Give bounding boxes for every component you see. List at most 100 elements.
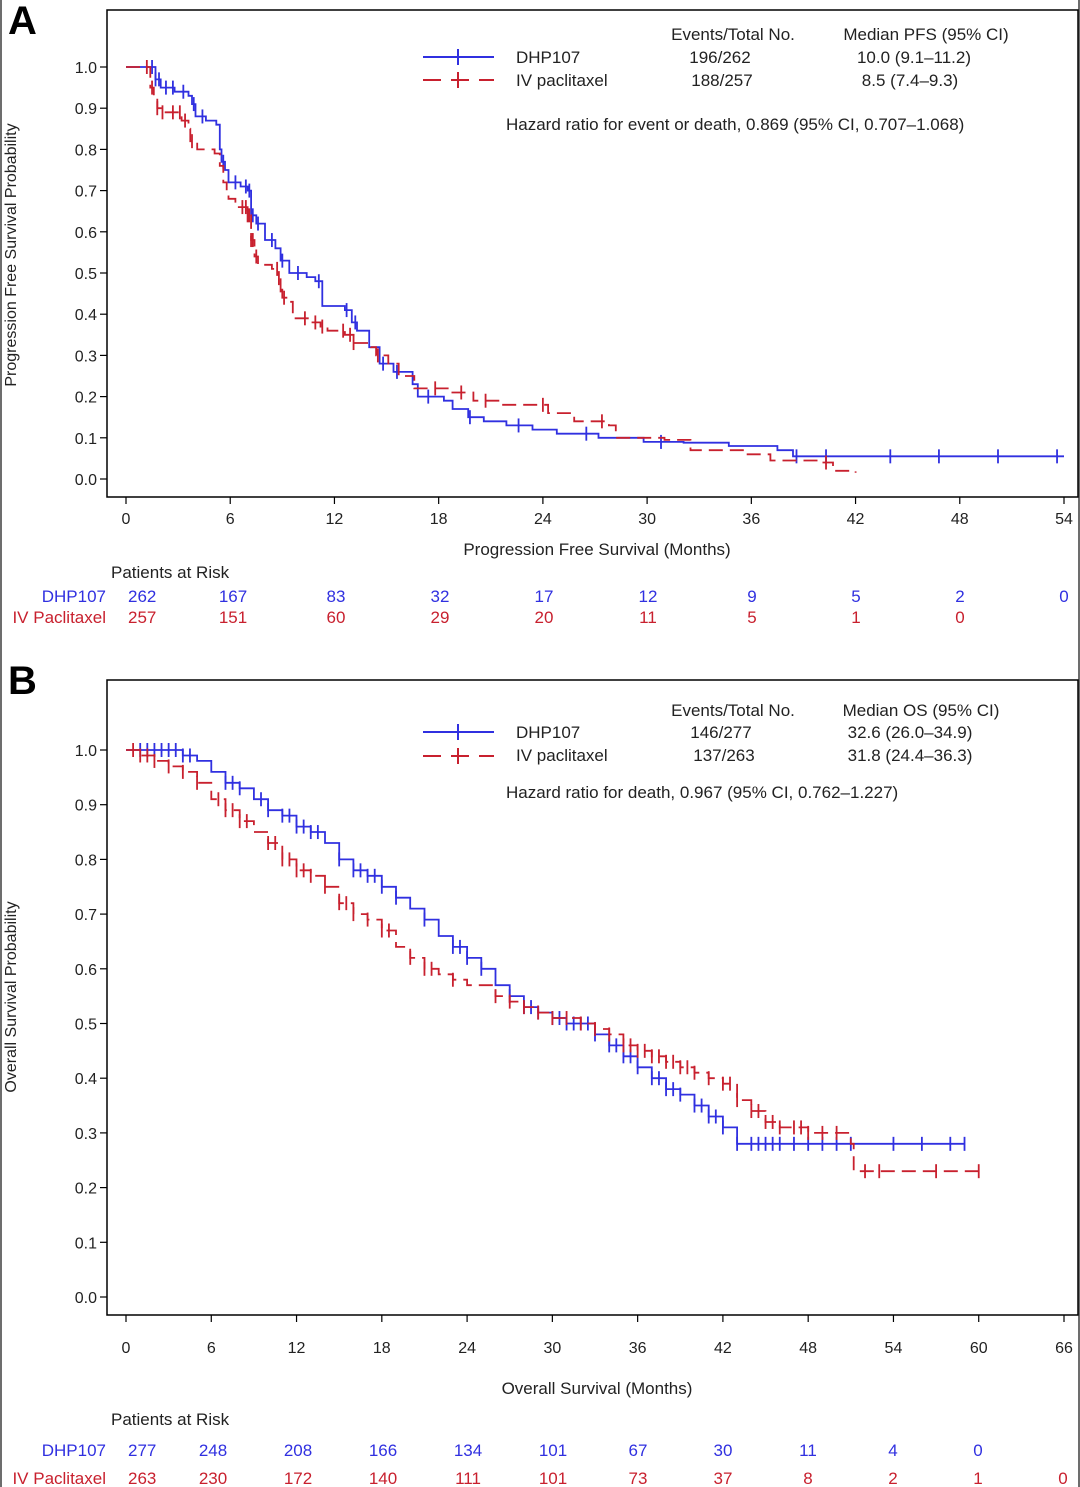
panel-a-y-tick-label: 0.9	[75, 101, 97, 118]
panel-b-hazard-annotation: Hazard ratio for death, 0.967 (95% CI, 0…	[506, 783, 898, 802]
panel-b-risk-value-dhp107: 0	[973, 1441, 982, 1460]
panel-a-series-line-dhp107	[126, 66, 1064, 458]
panel-b-risk-value-paclitaxel: 0	[1058, 1469, 1067, 1487]
panel-b-x-tick-label: 0	[122, 1340, 131, 1357]
panel-b-x-tick-label: 60	[970, 1340, 988, 1357]
panel-b-series-line-dhp107	[126, 749, 965, 1145]
panel-b-risk-value-paclitaxel: 230	[199, 1469, 227, 1487]
panel-b-y-tick-label: 1.0	[75, 743, 97, 760]
panel-b-legend-header-events: Events/Total No.	[671, 701, 795, 720]
panel-a-x-tick-label: 24	[534, 511, 552, 528]
panel-a-y-tick-label: 1.0	[75, 60, 97, 77]
panel-a-risk-value-dhp107: 32	[431, 587, 450, 606]
panel-b-legend-dhp-median: 32.6 (26.0–34.9)	[848, 723, 973, 742]
panel-a-y-tick-label: 0.7	[75, 184, 97, 201]
panel-b: B 0.00.10.20.30.40.50.60.70.80.91.00 6 12 1…	[3, 659, 1079, 1487]
panel-b-x-tick-label: 6	[207, 1340, 216, 1357]
panel-a-risk-value-dhp107: 262	[128, 587, 156, 606]
panel-b-x-tick-label: 54	[885, 1340, 903, 1357]
panel-b-x-tick-label: 36	[629, 1340, 647, 1357]
panel-b-risk-value-paclitaxel: 2	[888, 1469, 897, 1487]
panel-b-x-tick-label: 24	[458, 1340, 476, 1357]
panel-b-legend-pac-events: 137/263	[693, 746, 754, 765]
panel-b-x-tick-label: 66	[1055, 1340, 1073, 1357]
panel-a-legend-header-median: Median PFS (95% CI)	[843, 25, 1008, 44]
panel-b-risk-value-paclitaxel: 8	[803, 1469, 812, 1487]
panel-a-y-tick-label: 0.1	[75, 431, 97, 448]
panel-b-risk-value-dhp107: 248	[199, 1441, 227, 1460]
panel-a-risk-value-paclitaxel: 0	[955, 608, 964, 627]
panel-a-risk-value-paclitaxel: 5	[747, 608, 756, 627]
panel-a-x-tick-label: 12	[326, 511, 344, 528]
panel-a-x-axis-label: Progression Free Survival (Months)	[463, 540, 730, 559]
panel-a-y-tick-label: 0.0	[75, 472, 97, 489]
panel-a-legend-dhp-events: 196/262	[689, 48, 750, 67]
panel-b-legend-dhp-name: DHP107	[516, 723, 580, 742]
panel-a-legend-pac-median: 8.5 (7.4–9.3)	[862, 71, 958, 90]
panel-b-x-tick-label: 30	[543, 1340, 561, 1357]
panel-b-x-tick-label: 12	[288, 1340, 306, 1357]
panel-a-x-tick-label: 36	[742, 511, 760, 528]
left-frame-edge	[0, 0, 2, 1487]
panel-a-x-tick-label: 6	[226, 511, 235, 528]
panel-a-risk-value-dhp107: 2	[955, 587, 964, 606]
panel-a-x-tick-label: 18	[430, 511, 448, 528]
panel-b-risk-dhp-label: DHP107	[42, 1441, 106, 1460]
panel-a-plot-layer: 0.00.10.20.30.40.50.60.70.80.91.00 6 12 18 2…	[75, 9, 1079, 627]
panel-a-risk-title: Patients at Risk	[111, 563, 230, 582]
panel-a-y-tick-label: 0.8	[75, 142, 97, 159]
panel-b-legend-header-median: Median OS (95% CI)	[843, 701, 1000, 720]
panel-a-label: A	[8, 0, 37, 43]
panel-b-x-axis-label: Overall Survival (Months)	[502, 1379, 693, 1398]
panel-b-y-tick-label: 0.2	[75, 1181, 97, 1198]
panel-b-risk-value-dhp107: 208	[284, 1441, 312, 1460]
panel-b-legend-pac-median: 31.8 (24.4–36.3)	[848, 746, 973, 765]
panel-a-risk-dhp-label: DHP107	[42, 587, 106, 606]
panel-a-risk-value-paclitaxel: 1	[851, 608, 860, 627]
panel-a-y-tick-label: 0.6	[75, 225, 97, 242]
panel-a-series-line-paclitaxel	[126, 66, 857, 473]
panel-a-x-tick-label: 54	[1055, 511, 1073, 528]
panel-a-plot-frame	[106, 9, 1079, 498]
panel-a-risk-value-dhp107: 17	[535, 587, 554, 606]
panel-a-y-tick-label: 0.4	[75, 307, 97, 324]
panel-b-label: B	[8, 659, 37, 703]
panel-b-risk-value-paclitaxel: 73	[629, 1469, 648, 1487]
panel-b-risk-title: Patients at Risk	[111, 1410, 230, 1429]
panel-b-risk-value-paclitaxel: 172	[284, 1469, 312, 1487]
panel-b-risk-value-dhp107: 11	[799, 1441, 817, 1460]
panel-b-risk-value-dhp107: 134	[454, 1441, 482, 1460]
panel-b-y-tick-label: 0.0	[75, 1290, 97, 1307]
panel-a-risk-value-dhp107: 9	[747, 587, 756, 606]
panel-b-plot-frame	[106, 679, 1079, 1316]
panel-a-risk-value-paclitaxel: 29	[431, 608, 450, 627]
panel-a-y-axis-label: Progression Free Survival Probability	[3, 123, 20, 386]
panel-a-legend-dhp-name: DHP107	[516, 48, 580, 67]
panel-b-y-tick-label: 0.6	[75, 962, 97, 979]
panel-a-risk-value-paclitaxel: 151	[219, 608, 247, 627]
panel-a-x-tick-label: 0	[122, 511, 131, 528]
panel-b-x-tick-label: 48	[799, 1340, 817, 1357]
panel-a-risk-value-dhp107: 0	[1059, 587, 1068, 606]
panel-a-x-tick-label: 30	[638, 511, 656, 528]
panel-a-legend-pac-events: 188/257	[691, 71, 752, 90]
panel-b-y-tick-label: 0.9	[75, 798, 97, 815]
panel-b-risk-value-paclitaxel: 140	[369, 1469, 397, 1487]
panel-b-risk-pac-label: IV Paclitaxel	[12, 1469, 106, 1487]
panel-a-hazard-annotation: Hazard ratio for event or death, 0.869 (…	[506, 115, 964, 134]
panel-b-risk-value-dhp107: 101	[539, 1441, 567, 1460]
panel-a: A 0.00.10.20.30.40.50.60.70.80.91.00 6 12 1…	[3, 0, 1079, 627]
panel-a-risk-value-dhp107: 167	[219, 587, 247, 606]
panel-b-risk-value-dhp107: 277	[128, 1441, 156, 1460]
panel-b-x-tick-label: 42	[714, 1340, 732, 1357]
panel-b-legend-pac-name: IV paclitaxel	[516, 746, 608, 765]
panel-b-legend-dhp-events: 146/277	[690, 723, 751, 742]
panel-a-y-tick-label: 0.3	[75, 348, 97, 365]
panel-b-plot-layer: 0.00.10.20.30.40.50.60.70.80.91.00 6 12 18 2…	[75, 679, 1079, 1487]
panel-a-risk-value-paclitaxel: 257	[128, 608, 156, 627]
panel-a-x-tick-label: 42	[847, 511, 865, 528]
panel-b-x-tick-label: 18	[373, 1340, 391, 1357]
panel-a-risk-value-dhp107: 83	[327, 587, 346, 606]
panel-b-y-tick-label: 0.7	[75, 907, 97, 924]
